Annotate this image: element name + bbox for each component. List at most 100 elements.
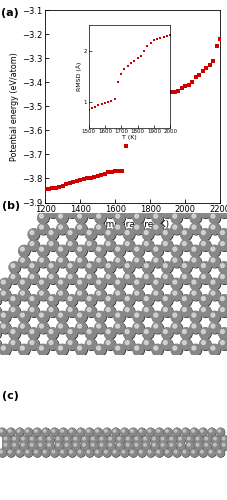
Circle shape <box>48 437 50 440</box>
Circle shape <box>30 230 34 234</box>
Circle shape <box>116 313 120 317</box>
Circle shape <box>219 207 227 218</box>
Circle shape <box>220 340 224 344</box>
Circle shape <box>171 224 183 235</box>
Circle shape <box>51 428 58 436</box>
Circle shape <box>8 430 11 432</box>
Circle shape <box>222 444 225 446</box>
Circle shape <box>73 436 81 444</box>
Circle shape <box>43 430 46 432</box>
Circle shape <box>20 324 24 328</box>
Circle shape <box>25 450 32 457</box>
Circle shape <box>152 344 163 356</box>
Circle shape <box>171 345 183 356</box>
Circle shape <box>116 436 124 444</box>
Circle shape <box>123 262 134 273</box>
Circle shape <box>19 278 30 289</box>
Circle shape <box>144 242 148 246</box>
Text: (b): (b) <box>2 201 20 211</box>
Circle shape <box>55 436 63 444</box>
Circle shape <box>78 324 81 328</box>
Circle shape <box>114 322 125 334</box>
Circle shape <box>26 450 29 453</box>
Circle shape <box>35 450 37 453</box>
Circle shape <box>61 430 64 432</box>
Circle shape <box>142 328 153 339</box>
Circle shape <box>55 442 63 450</box>
Circle shape <box>178 436 185 444</box>
Circle shape <box>42 449 50 456</box>
Circle shape <box>48 262 59 273</box>
Circle shape <box>123 339 134 350</box>
Circle shape <box>161 328 173 339</box>
Circle shape <box>100 437 103 440</box>
Circle shape <box>114 345 125 356</box>
Circle shape <box>49 230 53 234</box>
Circle shape <box>86 449 93 456</box>
Circle shape <box>151 442 159 450</box>
Circle shape <box>220 274 224 278</box>
Circle shape <box>151 436 159 444</box>
Circle shape <box>11 330 15 334</box>
Circle shape <box>211 214 215 218</box>
Circle shape <box>104 306 115 317</box>
Circle shape <box>39 247 43 251</box>
Circle shape <box>125 340 129 344</box>
Circle shape <box>85 207 96 218</box>
Circle shape <box>183 308 186 312</box>
Circle shape <box>39 437 42 440</box>
Circle shape <box>208 428 215 436</box>
Circle shape <box>0 306 1 317</box>
Circle shape <box>163 242 167 246</box>
Circle shape <box>104 339 115 350</box>
Circle shape <box>218 430 221 432</box>
Circle shape <box>183 450 186 453</box>
Circle shape <box>0 311 10 322</box>
Circle shape <box>154 214 158 218</box>
Circle shape <box>28 229 39 240</box>
Circle shape <box>85 339 96 350</box>
Circle shape <box>78 247 81 251</box>
Circle shape <box>183 430 186 432</box>
Circle shape <box>219 339 227 350</box>
Circle shape <box>199 428 207 436</box>
Circle shape <box>124 340 135 350</box>
Circle shape <box>202 340 205 344</box>
Circle shape <box>173 313 177 317</box>
Circle shape <box>135 346 139 350</box>
Circle shape <box>81 436 89 444</box>
Circle shape <box>153 437 155 440</box>
Circle shape <box>49 242 53 246</box>
Circle shape <box>68 274 72 278</box>
Circle shape <box>190 323 202 334</box>
Circle shape <box>133 312 144 323</box>
Circle shape <box>133 311 144 322</box>
Circle shape <box>38 245 49 256</box>
Circle shape <box>90 436 98 444</box>
Circle shape <box>86 428 94 436</box>
Circle shape <box>200 273 211 284</box>
Circle shape <box>162 328 173 340</box>
Circle shape <box>200 240 211 251</box>
Circle shape <box>57 289 68 300</box>
Circle shape <box>152 279 163 290</box>
Circle shape <box>213 442 220 450</box>
Circle shape <box>38 322 49 334</box>
Circle shape <box>162 273 173 284</box>
Circle shape <box>28 328 39 339</box>
Circle shape <box>67 207 78 218</box>
Circle shape <box>133 290 144 300</box>
Circle shape <box>76 212 87 223</box>
Circle shape <box>219 240 227 251</box>
Circle shape <box>179 444 181 446</box>
Circle shape <box>134 436 141 444</box>
Circle shape <box>142 339 153 350</box>
Circle shape <box>208 450 216 457</box>
Circle shape <box>118 437 120 440</box>
Circle shape <box>13 444 15 446</box>
Circle shape <box>76 323 87 334</box>
Circle shape <box>121 428 128 436</box>
Circle shape <box>180 273 192 284</box>
Circle shape <box>144 444 146 446</box>
Circle shape <box>66 294 77 306</box>
